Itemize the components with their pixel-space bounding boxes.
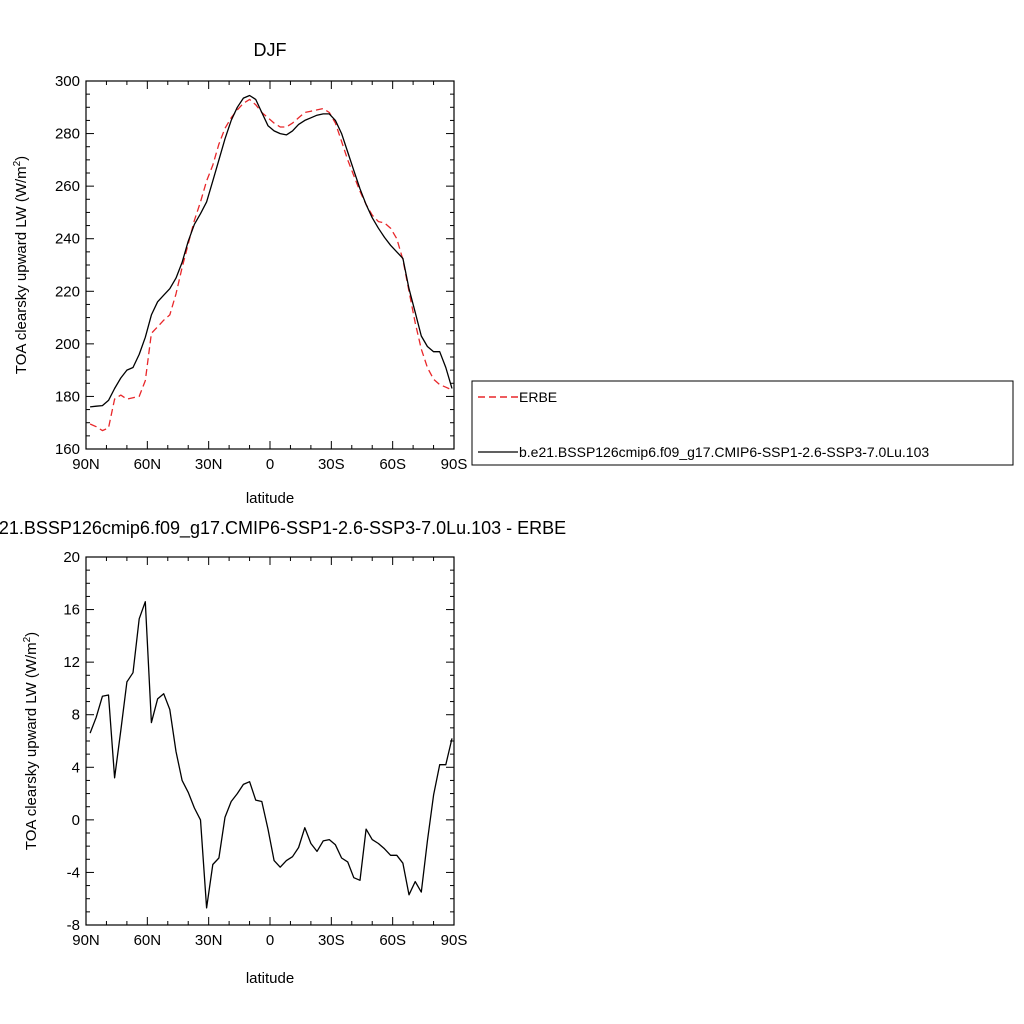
upper-plot-frame	[85, 80, 455, 450]
upper-y-tick-label: 240	[55, 231, 80, 248]
lower-y-axis-label-main: TOA clearsky upward LW (W/m	[23, 642, 40, 850]
lower-series-line-difference	[89, 601, 453, 909]
lower-y-tick-label: -4	[67, 864, 80, 881]
upper-y-axis-label-close: )	[13, 156, 30, 161]
upper-series-line-erbe	[89, 98, 453, 432]
upper-y-tick-label: 260	[55, 178, 80, 195]
upper-y-axis-label-main: TOA clearsky upward LW (W/m	[13, 166, 30, 374]
legend-label-model: b.e21.BSSP126cmip6.f09_g17.CMIP6-SSP1-2.…	[519, 444, 929, 460]
lower-y-tick-label: 8	[72, 707, 80, 724]
upper-chart-legend: ERBE b.e21.BSSP126cmip6.f09_g17.CMIP6-SS…	[471, 380, 1014, 466]
upper-x-tick-label: 30S	[318, 456, 345, 473]
lower-x-tick-label: 30N	[195, 932, 223, 949]
lower-y-axis-label-superscript: 2	[22, 636, 33, 642]
upper-x-tick-label: 0	[266, 456, 274, 473]
lower-y-axis-label-close: )	[23, 632, 40, 637]
upper-x-tick-label: 60S	[379, 456, 406, 473]
lower-chart-title: b.e21.BSSP126cmip6.f09_g17.CMIP6-SSP1-2.…	[0, 518, 566, 539]
upper-series-line-model	[90, 94, 453, 408]
upper-y-tick-label: 280	[55, 126, 80, 143]
upper-y-tick-label: 200	[55, 336, 80, 353]
upper-x-tick-label: 90N	[72, 456, 100, 473]
lower-x-axis-label: latitude	[246, 970, 294, 987]
legend-label-erbe: ERBE	[519, 389, 557, 405]
lower-chart-panel: b.e21.BSSP126cmip6.f09_g17.CMIP6-SSP1-2.…	[0, 518, 566, 987]
lower-y-tick-label: 16	[63, 602, 80, 619]
upper-y-tick-label: 220	[55, 283, 80, 300]
lower-y-tick-label: 0	[72, 812, 80, 829]
upper-y-axis-label: TOA clearsky upward LW (W/m2)	[12, 156, 30, 374]
lower-y-tick-label: 20	[63, 549, 80, 566]
upper-y-tick-label: 180	[55, 388, 80, 405]
lower-y-tick-label: -8	[67, 917, 80, 934]
upper-x-tick-label: 60N	[134, 456, 162, 473]
lower-x-tick-label: 0	[266, 932, 274, 949]
lower-x-tick-label: 90S	[441, 932, 468, 949]
upper-x-axis-label: latitude	[246, 490, 294, 507]
lower-y-tick-label: 4	[72, 759, 80, 776]
upper-x-tick-label: 90S	[441, 456, 468, 473]
lower-x-tick-label: 90N	[72, 932, 100, 949]
lower-y-axis-label: TOA clearsky upward LW (W/m2)	[22, 632, 40, 850]
lower-y-tick-label: 12	[63, 654, 80, 671]
upper-x-tick-label: 30N	[195, 456, 223, 473]
upper-y-axis-label-superscript: 2	[12, 160, 23, 166]
legend-box	[471, 380, 1014, 466]
upper-chart-title: DJF	[254, 40, 287, 60]
upper-y-tick-label: 160	[55, 441, 80, 458]
lower-x-tick-label: 60S	[379, 932, 406, 949]
lower-x-tick-label: 60N	[134, 932, 162, 949]
upper-y-tick-label: 300	[55, 73, 80, 90]
lower-x-tick-label: 30S	[318, 932, 345, 949]
upper-chart-panel: DJF 90N 60N 30N 0 30S 60S 90S 160 180 200 220 240 26…	[12, 40, 1014, 507]
